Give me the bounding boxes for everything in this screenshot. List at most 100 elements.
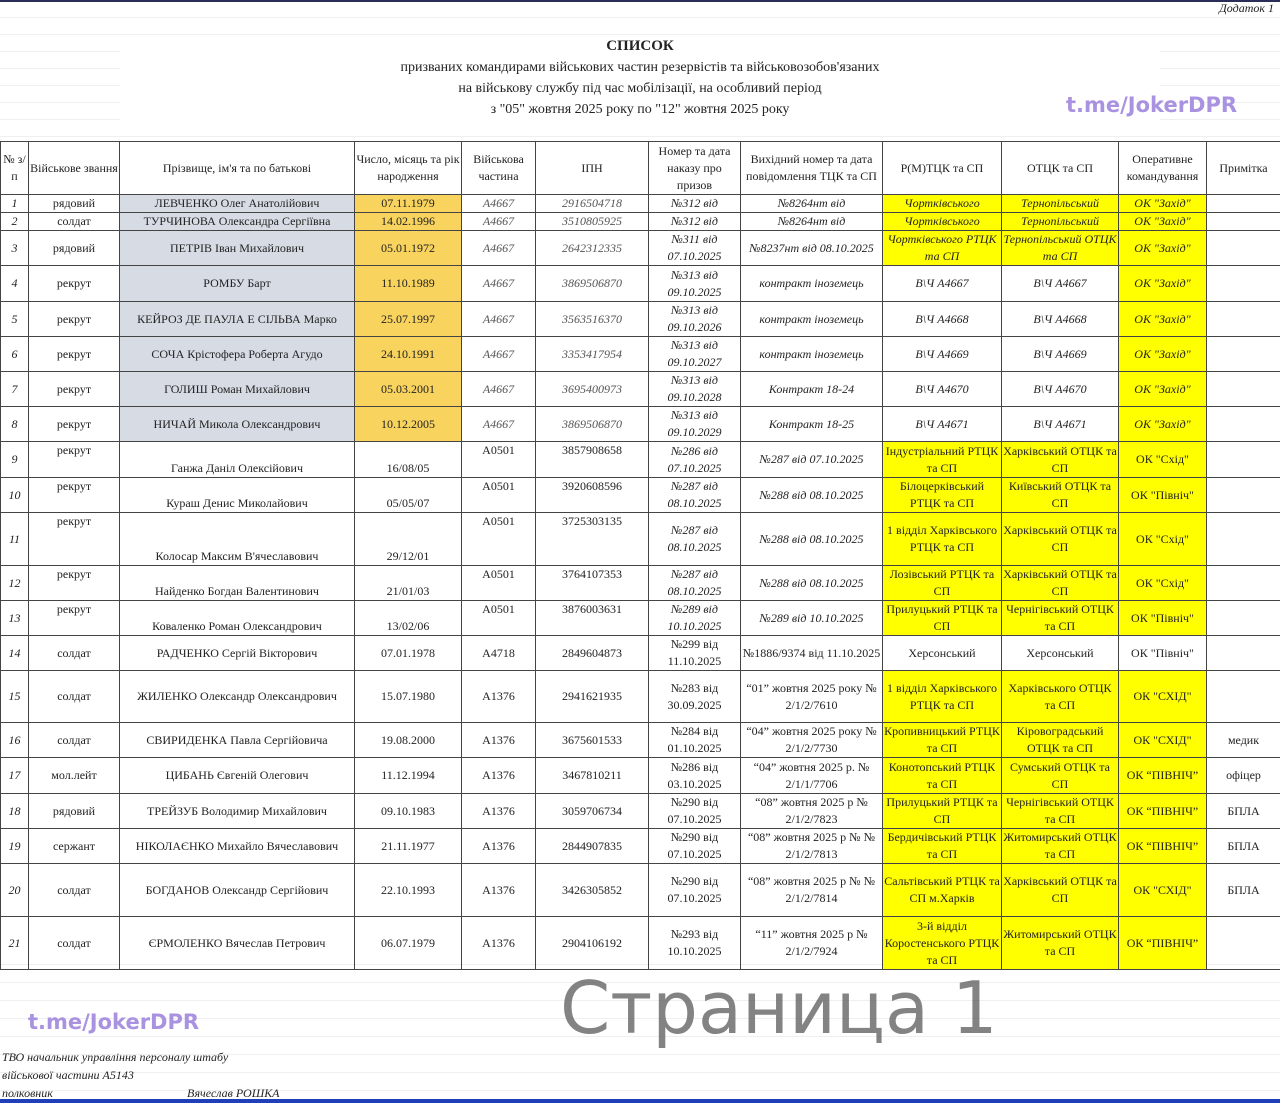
- cell-notification: Контракт 18-25: [740, 406, 883, 442]
- cell-birth-date: 09.10.1983: [354, 793, 462, 829]
- cell-rtck: Сальтівський РТЦК та СП м.Харків: [882, 863, 1002, 917]
- cell-rank: рекрут: [28, 600, 120, 636]
- cell-military-unit: А1376: [461, 916, 536, 970]
- cell-note: [1206, 916, 1280, 970]
- cell-notification: “11” жовтня 2025 р № 2/1/2/7924: [740, 916, 883, 970]
- cell-order: №284 від 01.10.2025: [648, 722, 741, 758]
- table-row: 4 рекрут РОМБУ Барт 11.10.1989 А4667 38695068…: [0, 265, 1280, 302]
- cell-number: 1: [0, 194, 29, 213]
- table-row: 9 рекрут Ганжа Даніл Олексійович 16/08/05 А0…: [0, 441, 1280, 478]
- subtitle-line-2: на військову службу під час мобілізації,…: [458, 81, 822, 96]
- window-bottom-border: [0, 1099, 1280, 1103]
- cell-operational-command: ОК "Схід": [1118, 512, 1207, 566]
- cell-operational-command: ОК "Захід": [1118, 336, 1207, 372]
- cell-operational-command: ОК "СХІД": [1118, 722, 1207, 758]
- cell-order: №312 від: [648, 212, 741, 231]
- cell-note: [1206, 230, 1280, 266]
- cell-full-name: ТУРЧИНОВА Олександра Сергіївна: [119, 212, 355, 231]
- cell-otck: В\Ч А4671: [1001, 406, 1119, 442]
- cell-notification: №8237нт від 08.10.2025: [740, 230, 883, 266]
- cell-note: [1206, 212, 1280, 231]
- cell-birth-date: 25.07.1997: [354, 301, 462, 337]
- cell-rank: рядовий: [28, 194, 120, 213]
- header-number: № з/п: [0, 141, 29, 195]
- cell-full-name: Найденко Богдан Валентинович: [119, 565, 355, 601]
- cell-number: 17: [0, 757, 29, 794]
- cell-full-name: НІКОЛАЄНКО Михайло Вячеславович: [119, 828, 355, 864]
- cell-birth-date: 07.01.1978: [354, 635, 462, 671]
- cell-notification: №288 від 08.10.2025: [740, 477, 883, 513]
- cell-military-unit: А1376: [461, 722, 536, 758]
- table-row: 13 рекрут Коваленко Роман Олександрович 13/…: [0, 600, 1280, 636]
- cell-operational-command: ОК "Північ": [1118, 600, 1207, 636]
- cell-full-name: ЦИБАНЬ Євгеній Олегович: [119, 757, 355, 794]
- cell-note: [1206, 477, 1280, 513]
- cell-rank: мол.лейт: [28, 757, 120, 794]
- cell-order: №283 від 30.09.2025: [648, 670, 741, 723]
- cell-full-name: КЕЙРОЗ ДЕ ПАУЛА Е СІЛЬВА Марко: [119, 301, 355, 337]
- cell-tax-id: 3353417954: [535, 336, 649, 372]
- cell-otck: Кіровоградський ОТЦК та СП: [1001, 722, 1119, 758]
- cell-notification: “08” жовтня 2025 р № № 2/1/2/7814: [740, 863, 883, 917]
- cell-birth-date: 10.12.2005: [354, 406, 462, 442]
- cell-operational-command: ОК “ПІВНІЧ”: [1118, 757, 1207, 794]
- cell-number: 13: [0, 600, 29, 636]
- cell-birth-date: 16/08/05: [354, 441, 462, 478]
- cell-military-unit: А1376: [461, 757, 536, 794]
- cell-full-name: СВИРИДЕНКА Павла Сергійовича: [119, 722, 355, 758]
- cell-note: [1206, 441, 1280, 478]
- cell-rank: рекрут: [28, 265, 120, 302]
- cell-notification: №289 від 10.10.2025: [740, 600, 883, 636]
- cell-number: 2: [0, 212, 29, 231]
- cell-tax-id: 3869506870: [535, 406, 649, 442]
- table-row: 5 рекрут КЕЙРОЗ ДЕ ПАУЛА Е СІЛЬВА Марко 25.…: [0, 301, 1280, 337]
- table-row: 8 рекрут НИЧАЙ Микола Олександрович 10.12.2…: [0, 406, 1280, 442]
- header-operational-command: Оперативне командування: [1118, 141, 1207, 195]
- cell-tax-id: 2642312335: [535, 230, 649, 266]
- cell-tax-id: 3920608596: [535, 477, 649, 513]
- cell-order: №286 від 07.10.2025: [648, 441, 741, 478]
- table-row: 6 рекрут СОЧА Крістофера Роберта Агудо 24.1…: [0, 336, 1280, 372]
- cell-military-unit: А0501: [461, 512, 536, 566]
- cell-tax-id: 3675601533: [535, 722, 649, 758]
- cell-otck: Чернігівський ОТЦК та СП: [1001, 600, 1119, 636]
- cell-rtck: В\Ч А4668: [882, 301, 1002, 337]
- table-header-row: № з/п Військове звання Прізвище, ім'я та п…: [0, 141, 1280, 195]
- cell-military-unit: А4667: [461, 301, 536, 337]
- cell-number: 6: [0, 336, 29, 372]
- cell-tax-id: 3869506870: [535, 265, 649, 302]
- cell-rtck: Чортківського: [882, 212, 1002, 231]
- cell-order: №313 від 09.10.2025: [648, 265, 741, 302]
- cell-birth-date: 06.07.1979: [354, 916, 462, 970]
- cell-note: [1206, 194, 1280, 213]
- cell-number: 20: [0, 863, 29, 917]
- cell-military-unit: А0501: [461, 477, 536, 513]
- cell-military-unit: А0501: [461, 600, 536, 636]
- cell-rtck: Прилуцький РТЦК та СП: [882, 793, 1002, 829]
- addendum-label: Додаток 1: [1219, 1, 1274, 15]
- cell-notification: контракт іноземець: [740, 336, 883, 372]
- cell-notification: №288 від 08.10.2025: [740, 512, 883, 566]
- cell-notification: “04” жовтня 2025 р. № 2/1/1/7706: [740, 757, 883, 794]
- cell-notification: №8264нт від: [740, 194, 883, 213]
- cell-rtck: В\Ч А4667: [882, 265, 1002, 302]
- cell-birth-date: 15.07.1980: [354, 670, 462, 723]
- cell-note: БПЛА: [1206, 828, 1280, 864]
- cell-rtck: Чортківського: [882, 194, 1002, 213]
- cell-rtck: Конотопський РТЦК та СП: [882, 757, 1002, 794]
- cell-note: [1206, 371, 1280, 407]
- header-note: Примітка: [1206, 141, 1280, 195]
- cell-operational-command: ОК "Захід": [1118, 301, 1207, 337]
- cell-otck: Тернопільський: [1001, 194, 1119, 213]
- cell-rank: рекрут: [28, 301, 120, 337]
- cell-otck: В\Ч А4667: [1001, 265, 1119, 302]
- cell-order: №287 від 08.10.2025: [648, 477, 741, 513]
- cell-full-name: ГОЛИШ Роман Михайлович: [119, 371, 355, 407]
- cell-military-unit: А4667: [461, 406, 536, 442]
- cell-tax-id: 3695400973: [535, 371, 649, 407]
- cell-notification: “08” жовтня 2025 р № № 2/1/2/7813: [740, 828, 883, 864]
- cell-operational-command: ОК "Захід": [1118, 265, 1207, 302]
- cell-birth-date: 21/01/03: [354, 565, 462, 601]
- cell-full-name: Ганжа Даніл Олексійович: [119, 441, 355, 478]
- cell-otck: Херсонський: [1001, 635, 1119, 671]
